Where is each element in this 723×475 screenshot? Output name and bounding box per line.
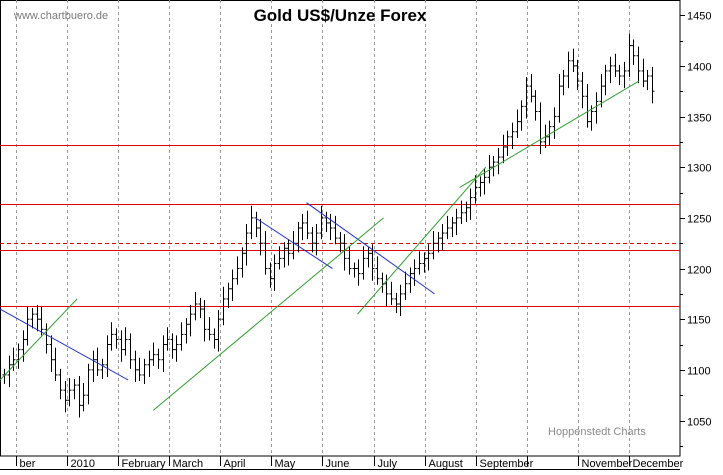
- x-tick-label: May: [275, 458, 296, 470]
- site-watermark: www.chartbuero.de: [14, 10, 109, 22]
- trend-line: [459, 80, 640, 188]
- y-tick-label: 1300: [687, 163, 711, 175]
- chart-credit: Hoppenstedt Charts: [548, 426, 646, 438]
- y-tick-label: 1050: [687, 417, 711, 429]
- x-tick-label: April: [224, 458, 246, 470]
- y-tick-label: 1450: [687, 11, 711, 23]
- trend-line: [357, 166, 487, 315]
- trend-line: [0, 298, 78, 381]
- trend-line: [255, 217, 333, 269]
- x-tick-label: ber: [20, 458, 36, 470]
- x-tick-label: December: [633, 458, 684, 470]
- x-tick-label: February: [122, 458, 167, 470]
- y-tick-label: 1400: [687, 62, 711, 74]
- trend-line: [306, 202, 435, 295]
- y-tick-label: 1100: [687, 366, 711, 378]
- plot-frame: [0, 0, 681, 457]
- x-tick-label: 2010: [71, 458, 95, 470]
- x-tick-label: November: [582, 458, 633, 470]
- trend-line: [0, 308, 129, 381]
- y-tick-label: 1250: [687, 214, 711, 226]
- y-tick-label: 1350: [687, 113, 711, 125]
- trend-line: [152, 217, 384, 411]
- x-tick-label: June: [326, 458, 350, 470]
- x-tick-label: August: [429, 458, 463, 470]
- chart-title: Gold US$/Unze Forex: [253, 6, 427, 25]
- y-tick-label: 1150: [687, 315, 711, 327]
- x-tick-label: July: [378, 458, 398, 470]
- x-tick-label: March: [173, 458, 204, 470]
- y-tick-label: 1200: [687, 265, 711, 277]
- x-tick-label: September: [480, 458, 534, 470]
